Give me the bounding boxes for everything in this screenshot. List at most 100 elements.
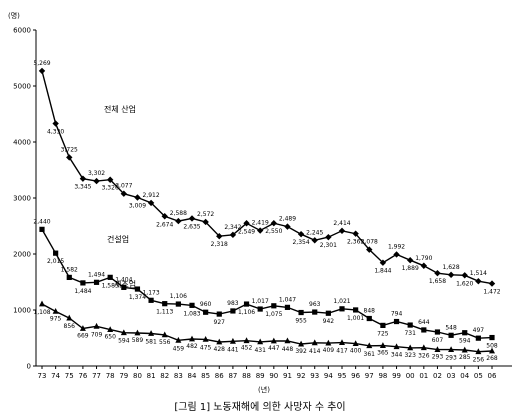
data-label: 3,302 [88,170,105,177]
data-label: 725 [377,330,389,337]
data-label: 459 [173,345,185,352]
data-point [203,309,209,315]
data-label: 2,674 [156,221,173,228]
data-point [243,220,250,227]
data-label: 1,106 [238,309,255,316]
y-axis: 0 1000 2000 3000 4000 5000 6000 [13,27,37,371]
data-label: 1,017 [252,298,269,305]
data-point [257,338,264,345]
data-point [106,176,114,183]
series-line-2 [41,303,493,353]
data-label: 475 [200,344,212,351]
data-label: 323 [404,352,416,359]
data-label: 285 [459,354,471,361]
data-point [271,303,277,309]
data-point [421,327,427,333]
x-tick-label: 97 [365,372,374,380]
data-point [107,326,114,332]
data-label: 268 [486,355,498,362]
data-label: 589 [132,337,144,344]
data-label: 1,790 [415,255,432,262]
x-tick-label: 94 [324,372,333,380]
y-tick-label: 5000 [13,83,31,91]
x-tick-label: 82 [160,372,169,380]
x-tick-label: 89 [256,372,265,380]
data-label: 709 [91,331,103,338]
data-point [475,348,482,355]
data-label: 2,489 [279,216,296,223]
data-label: 3,326 [102,185,119,192]
data-point [420,262,428,269]
data-point [366,315,372,322]
data-label: 1,494 [88,271,105,278]
y-tick-label: 0 [27,363,31,371]
data-point [257,306,263,312]
x-tick-label: 73 [38,372,47,380]
data-point [256,227,264,234]
data-label: 1,992 [388,243,405,250]
data-label: 3,725 [61,146,78,153]
x-tick-label: 01 [419,372,428,380]
data-point [298,340,305,347]
data-label: 2,354 [292,239,309,246]
data-label: 441 [227,346,239,353]
x-tick-label: 76 [78,372,87,380]
data-label: 927 [214,319,226,326]
data-label: 1,001 [347,315,364,322]
data-point [52,120,59,127]
data-label: 548 [445,324,457,331]
series-line-1 [41,229,493,339]
data-point [434,346,441,352]
data-label: 2,301 [320,242,337,249]
data-label: 963 [309,301,321,308]
data-point [488,280,496,287]
x-tick-label: 04 [460,372,469,380]
data-label: 1,374 [129,294,146,301]
data-point [366,342,373,349]
data-point [79,325,86,331]
x-tick-label: 83 [174,372,183,380]
data-point [134,329,141,336]
data-point [39,300,45,307]
data-label: 2,245 [306,229,323,236]
data-point [243,337,250,344]
x-tick-label: 98 [378,372,387,380]
data-point [107,274,113,280]
data-point [230,308,236,314]
data-point [311,237,318,244]
data-label: 556 [159,339,171,346]
data-point [434,269,441,277]
x-tick-label: 90 [269,372,278,380]
data-point [284,337,291,344]
data-label: 2,549 [238,228,255,235]
data-point [379,342,386,348]
data-point [161,331,168,338]
data-point [175,336,182,343]
data-label: 2,572 [197,211,214,218]
data-label: 1,628 [442,264,459,271]
x-tick-label: 79 [119,372,128,380]
data-label: 447 [268,345,280,352]
data-label: 256 [473,357,485,364]
data-point [407,344,414,351]
data-point [134,194,141,201]
x-tick-label: 74 [51,372,60,380]
data-point [325,310,331,316]
data-point [339,339,345,346]
data-point [66,274,72,281]
x-tick-label: 85 [201,372,210,380]
data-label: 409 [323,347,335,354]
data-label: 1,113 [156,309,173,316]
data-label: 482 [186,343,198,350]
data-label: 983 [227,300,239,307]
data-label: 400 [350,348,362,355]
y-tick-label: 2000 [13,251,31,259]
data-point [297,230,305,238]
y-axis-unit: (명) [8,11,20,20]
x-tick-label: 88 [242,372,251,380]
data-label: 960 [200,301,212,308]
data-label: 731 [404,330,416,337]
data-label: 2,078 [361,239,378,246]
